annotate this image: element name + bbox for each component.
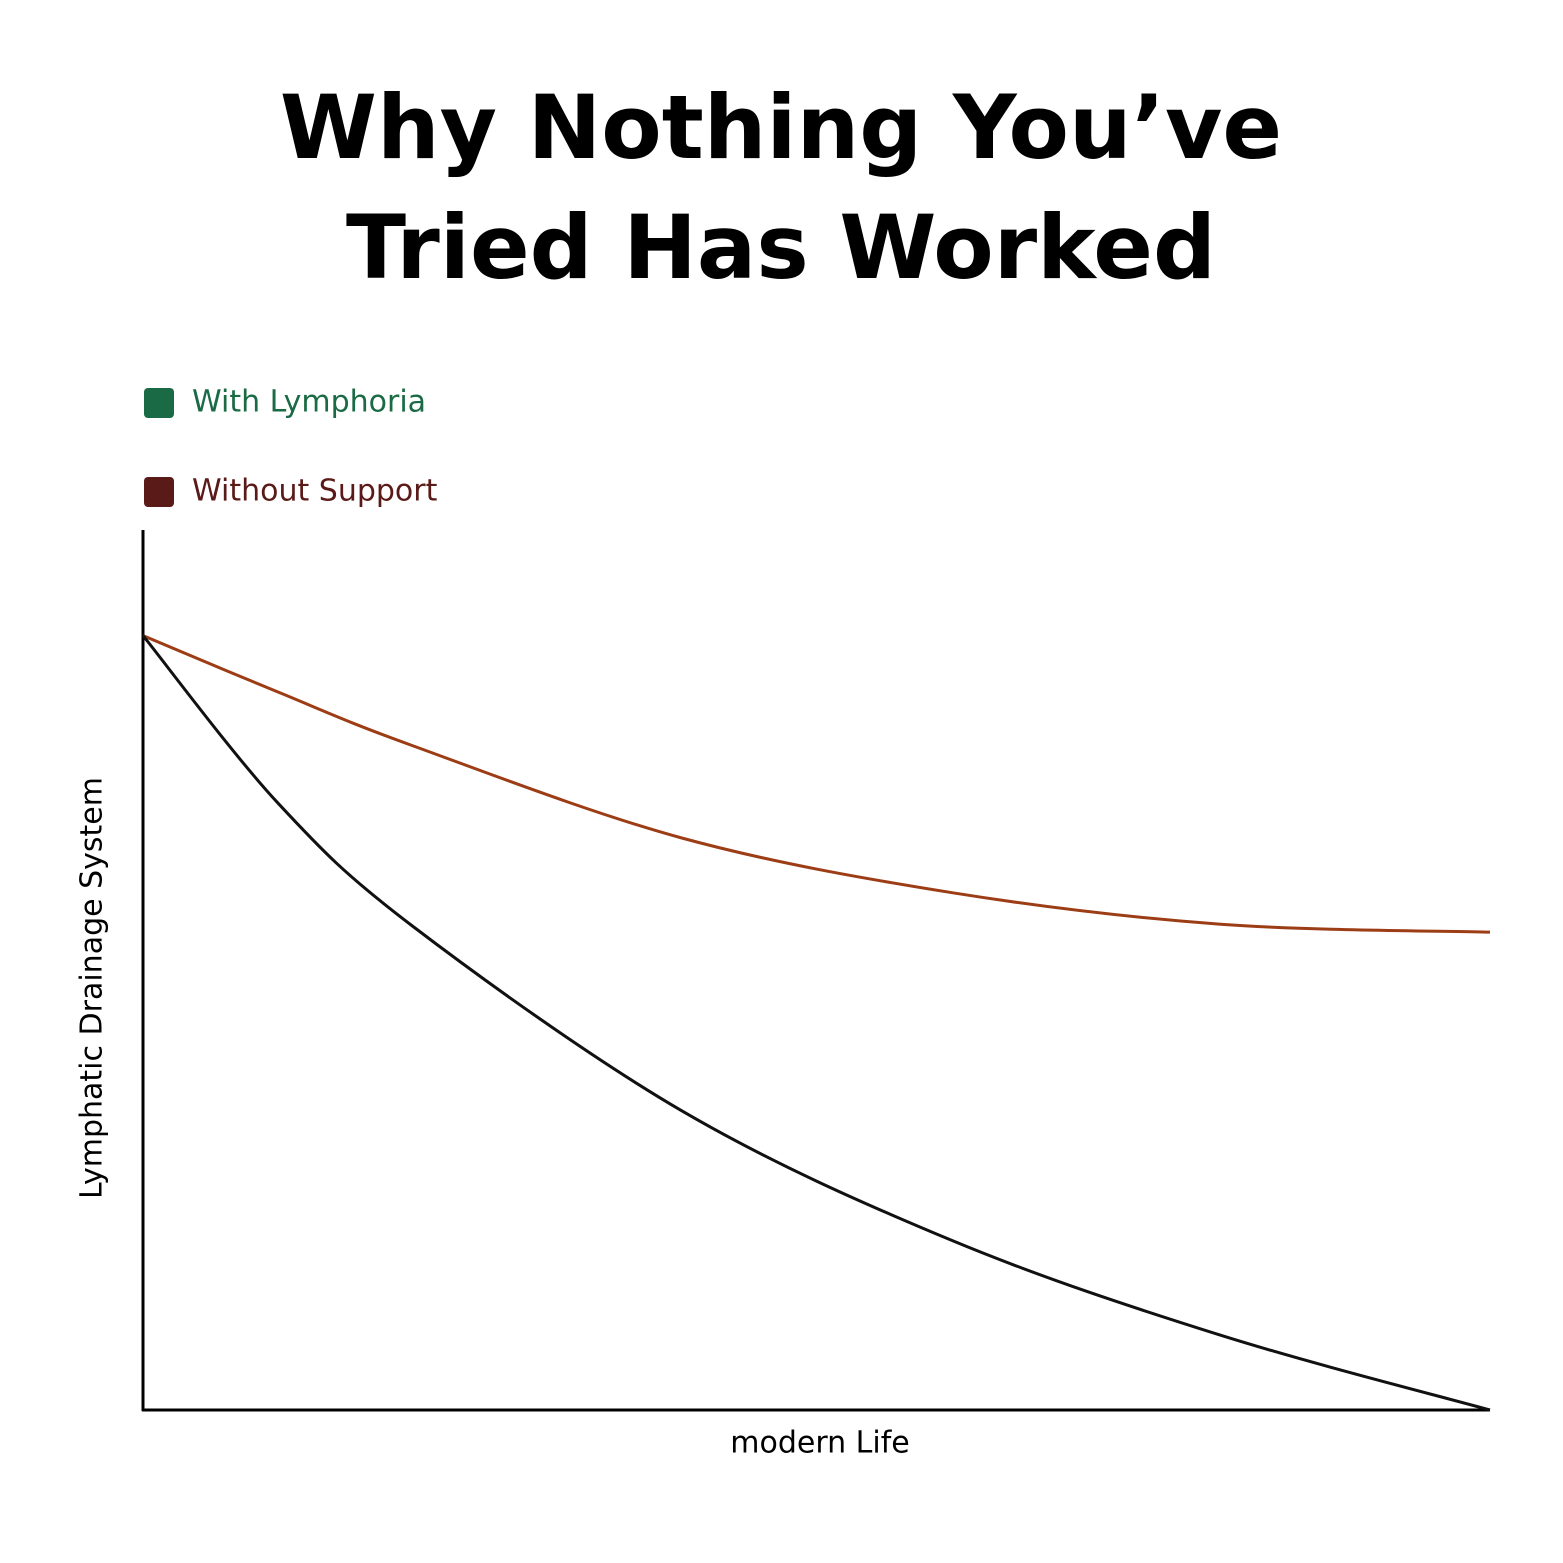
legend-label: With Lymphoria [192, 385, 426, 420]
line [142, 634, 1491, 934]
x-axis-label: modern Life [730, 1426, 910, 1461]
chart-title: Why Nothing You’ve Tried Has Worked [279, 76, 1283, 299]
y-axis-label: Lymphatic Drainage System [75, 777, 110, 1199]
legend-swatch [144, 388, 174, 418]
legend-swatch [144, 477, 174, 507]
line [141, 634, 1491, 1412]
legend-label: Without Support [192, 474, 438, 509]
